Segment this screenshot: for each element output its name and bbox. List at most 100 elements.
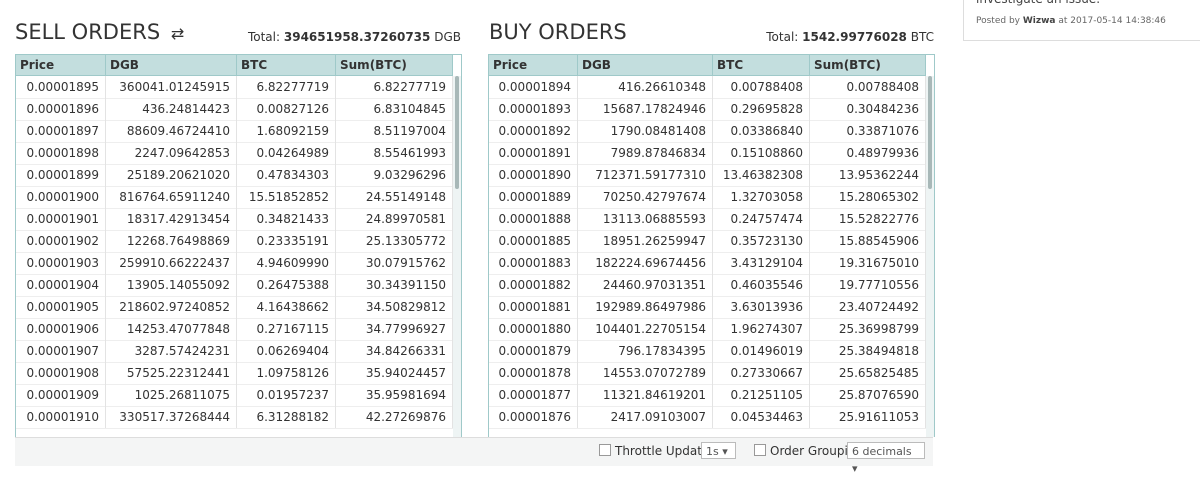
order-cell: 9.03296296 — [336, 164, 453, 186]
buy-total: Total: 1542.99776028 BTC — [680, 30, 934, 44]
order-cell: 18951.26259947 — [578, 230, 713, 252]
order-cell: 24.55149148 — [336, 186, 453, 208]
order-row[interactable]: 0.00001896 436.24814423 0.00827126 6.831048… — [16, 98, 453, 121]
order-row[interactable]: 0.00001876 2417.09103007 0.04534463 25.9161… — [489, 406, 926, 429]
throttle-label: Throttle Updates — [615, 444, 716, 458]
order-cell: 0.00001893 — [489, 98, 578, 120]
order-row[interactable]: 0.00001904 13905.14055092 0.26475388 30.343… — [16, 274, 453, 297]
order-cell: 0.15108860 — [713, 142, 810, 164]
order-cell: 0.30484236 — [810, 98, 926, 120]
order-cell: 0.00001879 — [489, 340, 578, 362]
grouping-toggle[interactable]: Order Grouping — [754, 444, 863, 458]
order-cell: 25.38494818 — [810, 340, 926, 362]
order-cell: 35.94024457 — [336, 362, 453, 384]
order-cell: 0.00001902 — [16, 230, 106, 252]
order-cell: 25.36998799 — [810, 318, 926, 340]
timestamp: 2017-05-14 14:38:46 — [1070, 16, 1166, 26]
order-cell: 6.31288182 — [237, 406, 336, 428]
order-cell: 796.17834395 — [578, 340, 713, 362]
order-cell: 13.46382308 — [713, 164, 810, 186]
grouping-select[interactable]: 6 decimals ▾ — [847, 442, 925, 475]
order-row[interactable]: 0.00001891 7989.87846834 0.15108860 0.48979… — [489, 142, 926, 165]
order-cell: 0.27167115 — [237, 318, 336, 340]
order-cell: 436.24814423 — [106, 98, 237, 120]
order-row[interactable]: 0.00001877 11321.84619201 0.21251105 25.870… — [489, 384, 926, 407]
swap-icon[interactable]: ⇄ — [170, 24, 185, 43]
order-row[interactable]: 0.00001908 57525.22312441 1.09758126 35.940… — [16, 362, 453, 385]
order-cell: 25.87076590 — [810, 384, 926, 406]
order-row[interactable]: 0.00001889 70250.42797674 1.32703058 15.280… — [489, 186, 926, 209]
order-cell: 57525.22312441 — [106, 362, 237, 384]
order-cell: 0.00001889 — [489, 186, 578, 208]
scrollbar-thumb — [928, 76, 932, 189]
order-row[interactable]: 0.00001883 182224.69674456 3.43129104 19.31… — [489, 252, 926, 275]
order-cell: 0.00001890 — [489, 164, 578, 186]
order-row[interactable]: 0.00001905 218602.97240852 4.16438662 34.50… — [16, 296, 453, 319]
order-row[interactable]: 0.00001878 14553.07072789 0.27330667 25.658… — [489, 362, 926, 385]
column-header: Price — [489, 55, 578, 75]
sell-title: SELL ORDERS ⇄ — [15, 20, 184, 44]
order-cell: 0.21251105 — [713, 384, 810, 406]
order-row[interactable]: 0.00001897 88609.46724410 1.68092159 8.5119… — [16, 120, 453, 143]
order-cell: 42.27269876 — [336, 406, 453, 428]
order-cell: 7989.87846834 — [578, 142, 713, 164]
order-row[interactable]: 0.00001888 13113.06885593 0.24757474 15.528… — [489, 208, 926, 231]
column-header: BTC — [713, 55, 810, 75]
order-cell: 11321.84619201 — [578, 384, 713, 406]
order-cell: 1790.08481408 — [578, 120, 713, 142]
order-row[interactable]: 0.00001879 796.17834395 0.01496019 25.38494… — [489, 340, 926, 363]
notice-box: investigate an issue. Posted by Wizwa at… — [963, 0, 1200, 41]
order-cell: 0.04534463 — [713, 406, 810, 428]
order-row[interactable]: 0.00001885 18951.26259947 0.35723130 15.885… — [489, 230, 926, 253]
throttle-toggle[interactable]: Throttle Updates — [599, 444, 716, 458]
order-row[interactable]: 0.00001909 1025.26811075 0.01957237 35.9598… — [16, 384, 453, 407]
order-row[interactable]: 0.00001907 3287.57424231 0.06269404 34.8426… — [16, 340, 453, 363]
order-cell: 1025.26811075 — [106, 384, 237, 406]
order-cell: 0.00001891 — [489, 142, 578, 164]
order-cell: 3.43129104 — [713, 252, 810, 274]
order-row[interactable]: 0.00001910 330517.37268444 6.31288182 42.27… — [16, 406, 453, 429]
sell-table: Price DGB BTC Sum(BTC) 0.00001895 360041.0124… — [15, 54, 462, 437]
order-row[interactable]: 0.00001902 12268.76498869 0.23335191 25.133… — [16, 230, 453, 253]
order-cell: 0.34821433 — [237, 208, 336, 230]
total-value: 394651958.37260735 — [283, 30, 431, 44]
throttle-select[interactable]: 1s ▾ — [701, 442, 736, 459]
order-cell: 15.28065302 — [810, 186, 926, 208]
order-cell: 0.03386840 — [713, 120, 810, 142]
order-row[interactable]: 0.00001900 816764.65911240 15.51852852 24.5… — [16, 186, 453, 209]
order-cell: 4.16438662 — [237, 296, 336, 318]
order-row[interactable]: 0.00001899 25189.20621020 0.47834303 9.0329… — [16, 164, 453, 187]
order-row[interactable]: 0.00001892 1790.08481408 0.03386840 0.33871… — [489, 120, 926, 143]
column-header: DGB — [578, 55, 713, 75]
order-row[interactable]: 0.00001903 259910.66222437 4.94609990 30.07… — [16, 252, 453, 275]
order-cell: 360041.01245915 — [106, 76, 237, 98]
order-cell: 15.88545906 — [810, 230, 926, 252]
order-cell: 0.00001882 — [489, 274, 578, 296]
order-row[interactable]: 0.00001882 24460.97031351 0.46035546 19.777… — [489, 274, 926, 297]
order-cell: 30.34391150 — [336, 274, 453, 296]
order-row[interactable]: 0.00001880 104401.22705154 1.96274307 25.36… — [489, 318, 926, 341]
order-cell: 0.48979936 — [810, 142, 926, 164]
order-cell: 13113.06885593 — [578, 208, 713, 230]
order-cell: 0.35723130 — [713, 230, 810, 252]
author[interactable]: Wizwa — [1022, 16, 1056, 26]
order-cell: 0.00001903 — [16, 252, 106, 274]
order-cell: 6.83104845 — [336, 98, 453, 120]
order-row[interactable]: 0.00001881 192989.86497986 3.63013936 23.40… — [489, 296, 926, 319]
order-cell: 0.23335191 — [237, 230, 336, 252]
order-cell: 0.00001897 — [16, 120, 106, 142]
order-cell: 34.50829812 — [336, 296, 453, 318]
notice-text: investigate an issue. — [976, 0, 1100, 6]
order-cell: 25.13305772 — [336, 230, 453, 252]
header-row: Price DGB BTC Sum(BTC) — [489, 55, 926, 76]
order-cell: 1.09758126 — [237, 362, 336, 384]
order-row[interactable]: 0.00001893 15687.17824946 0.29695828 0.3048… — [489, 98, 926, 121]
order-row[interactable]: 0.00001898 2247.09642853 0.04264989 8.55461… — [16, 142, 453, 165]
order-row[interactable]: 0.00001895 360041.01245915 6.82277719 6.822… — [16, 76, 453, 99]
order-cell: 0.00001878 — [489, 362, 578, 384]
order-row[interactable]: 0.00001894 416.26610348 0.00788408 0.007884… — [489, 76, 926, 99]
order-row[interactable]: 0.00001906 14253.47077848 0.27167115 34.779… — [16, 318, 453, 341]
order-cell: 0.00001899 — [16, 164, 106, 186]
order-row[interactable]: 0.00001890 712371.59177310 13.46382308 13.9… — [489, 164, 926, 187]
order-row[interactable]: 0.00001901 18317.42913454 0.34821433 24.899… — [16, 208, 453, 231]
